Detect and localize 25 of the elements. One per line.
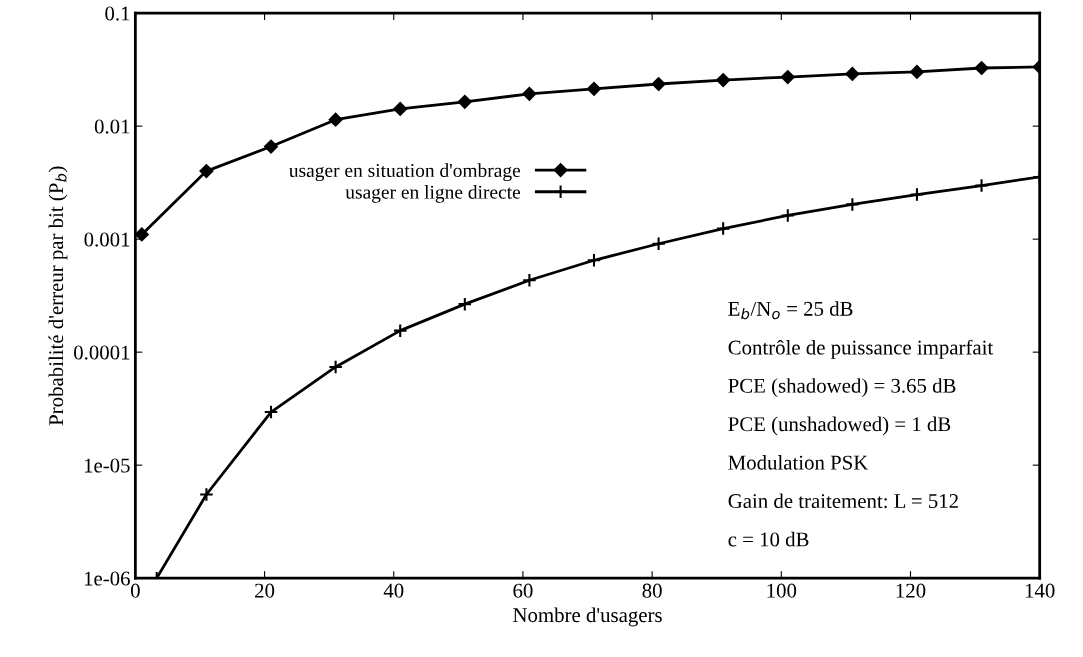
y-tick-label: 1e-06 — [84, 571, 130, 586]
y-tick-label: 0.0001 — [74, 345, 130, 360]
x-tick-label: 60 — [513, 583, 533, 598]
annotation: Modulation PSK — [728, 454, 869, 470]
y-tick-label: 0.1 — [105, 6, 130, 21]
y-tick-label: 0.01 — [94, 119, 130, 134]
x-tick-label: 80 — [642, 583, 662, 598]
annotation: Contrôle de puissance imparfait — [728, 339, 994, 359]
x-axis-title: Nombre d'usagers — [513, 607, 662, 627]
annotation: Gain de traitement: L = 512 — [728, 493, 958, 509]
y-tick-label: 0.001 — [84, 232, 130, 247]
annotation: PCE (shadowed) = 3.65 dB — [728, 378, 956, 398]
x-tick-label: 140 — [1025, 583, 1055, 598]
y-tick-label: 1e-05 — [84, 458, 130, 473]
legend-label: usager en ligne directe — [345, 185, 521, 203]
annotation: c = 10 dB — [728, 531, 809, 547]
x-tick-label: 120 — [896, 583, 926, 598]
x-tick-label: 100 — [767, 583, 797, 598]
x-tick-label: 40 — [383, 583, 404, 598]
annotation: E$_{b}$/N$_{o}$ = 25 dB — [728, 301, 853, 320]
x-tick-label: 20 — [255, 583, 275, 598]
y-axis-title: Probabilité d'erreur par bit (P$_{b}$) — [48, 166, 68, 426]
legend-label: usager en situation d'ombrage — [289, 163, 521, 182]
x-tick-label: 0 — [130, 583, 140, 598]
annotation: PCE (unshadowed) = 1 dB — [728, 416, 951, 436]
